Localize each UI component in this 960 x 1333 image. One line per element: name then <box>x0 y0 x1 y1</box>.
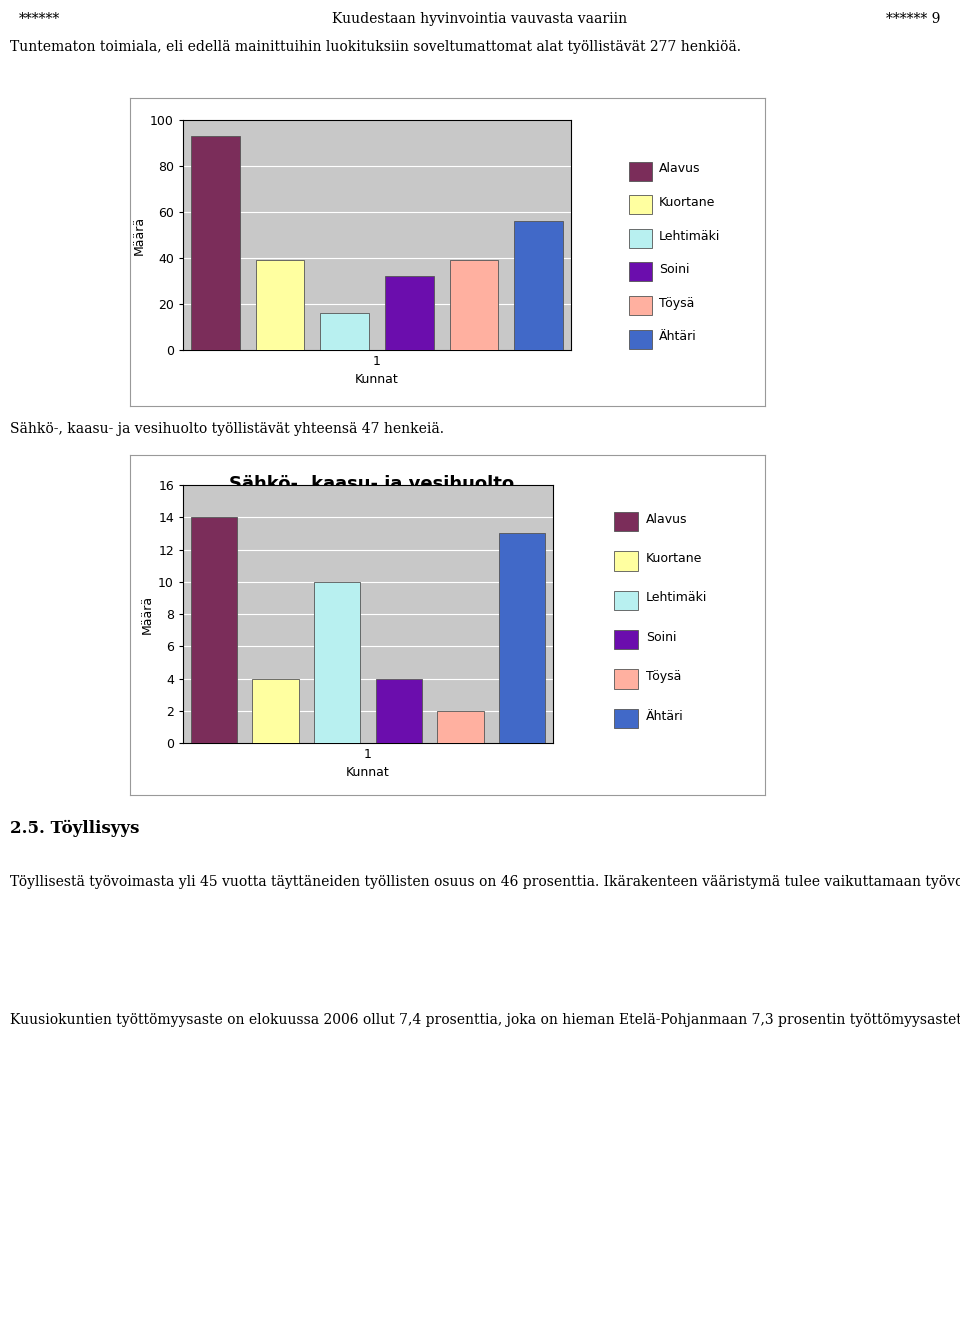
Text: Alavus: Alavus <box>660 163 701 176</box>
Bar <box>438 710 484 742</box>
Text: Soini: Soini <box>660 264 689 276</box>
Text: Töyllisestä työvoimasta yli 45 vuotta täyttäneiden työllisten osuus on 46 prosen: Töyllisestä työvoimasta yli 45 vuotta tä… <box>10 874 960 889</box>
FancyBboxPatch shape <box>629 195 652 215</box>
FancyBboxPatch shape <box>629 329 652 348</box>
Y-axis label: Määrä: Määrä <box>132 216 146 255</box>
Bar <box>321 313 369 351</box>
Text: Kuudestaan hyvinvointia vauvasta vaariin: Kuudestaan hyvinvointia vauvasta vaariin <box>332 12 628 27</box>
Bar <box>449 260 498 351</box>
Bar <box>499 533 545 742</box>
FancyBboxPatch shape <box>614 552 638 571</box>
X-axis label: Kunnat: Kunnat <box>347 766 390 780</box>
FancyBboxPatch shape <box>629 161 652 180</box>
FancyBboxPatch shape <box>629 263 652 281</box>
Text: ******: ****** <box>19 12 60 27</box>
Text: Töysä: Töysä <box>660 297 694 309</box>
Text: Kuortane: Kuortane <box>660 196 715 209</box>
Bar <box>515 221 563 351</box>
FancyBboxPatch shape <box>614 591 638 611</box>
X-axis label: Kunnat: Kunnat <box>355 373 398 387</box>
Bar <box>314 581 360 742</box>
Text: Lehtimäki: Lehtimäki <box>646 592 708 604</box>
Text: Lehtimäki: Lehtimäki <box>660 229 721 243</box>
Text: Tuntematon toimiala, eli edellä mainittuihin luokituksiin soveltumattomat alat t: Tuntematon toimiala, eli edellä mainittu… <box>10 40 741 55</box>
Text: Sähkö-, kaasu- ja vesihuolto: Sähkö-, kaasu- ja vesihuolto <box>228 476 514 493</box>
Bar <box>385 276 434 351</box>
Text: ****** 9: ****** 9 <box>886 12 941 27</box>
Bar <box>375 678 422 742</box>
Text: Soini: Soini <box>646 631 677 644</box>
Text: Ähtäri: Ähtäri <box>660 331 697 344</box>
Text: 2.5. Töyllisyys: 2.5. Töyllisyys <box>10 820 139 837</box>
Y-axis label: Määrä: Määrä <box>141 595 154 633</box>
Bar <box>252 678 299 742</box>
FancyBboxPatch shape <box>614 709 638 728</box>
FancyBboxPatch shape <box>629 229 652 248</box>
Text: Kuusiokuntien työttömyysaste on elokuussa 2006 ollut 7,4 prosenttia, joka on hie: Kuusiokuntien työttömyysaste on elokuuss… <box>10 1010 960 1026</box>
Text: Ähtäri: Ähtäri <box>646 709 684 722</box>
FancyBboxPatch shape <box>614 631 638 649</box>
Text: Toimiala tuntematon: Toimiala tuntematon <box>267 120 476 137</box>
Bar <box>191 517 237 742</box>
Text: Sähkö-, kaasu- ja vesihuolto työllistävät yhteensä 47 henkeiä.: Sähkö-, kaasu- ja vesihuolto työllistävä… <box>10 423 444 436</box>
Text: Töysä: Töysä <box>646 670 682 682</box>
Bar <box>191 136 240 351</box>
Bar <box>255 260 304 351</box>
Text: Kuortane: Kuortane <box>646 552 703 565</box>
FancyBboxPatch shape <box>614 512 638 531</box>
FancyBboxPatch shape <box>629 296 652 315</box>
Text: Alavus: Alavus <box>646 513 687 525</box>
FancyBboxPatch shape <box>614 669 638 689</box>
